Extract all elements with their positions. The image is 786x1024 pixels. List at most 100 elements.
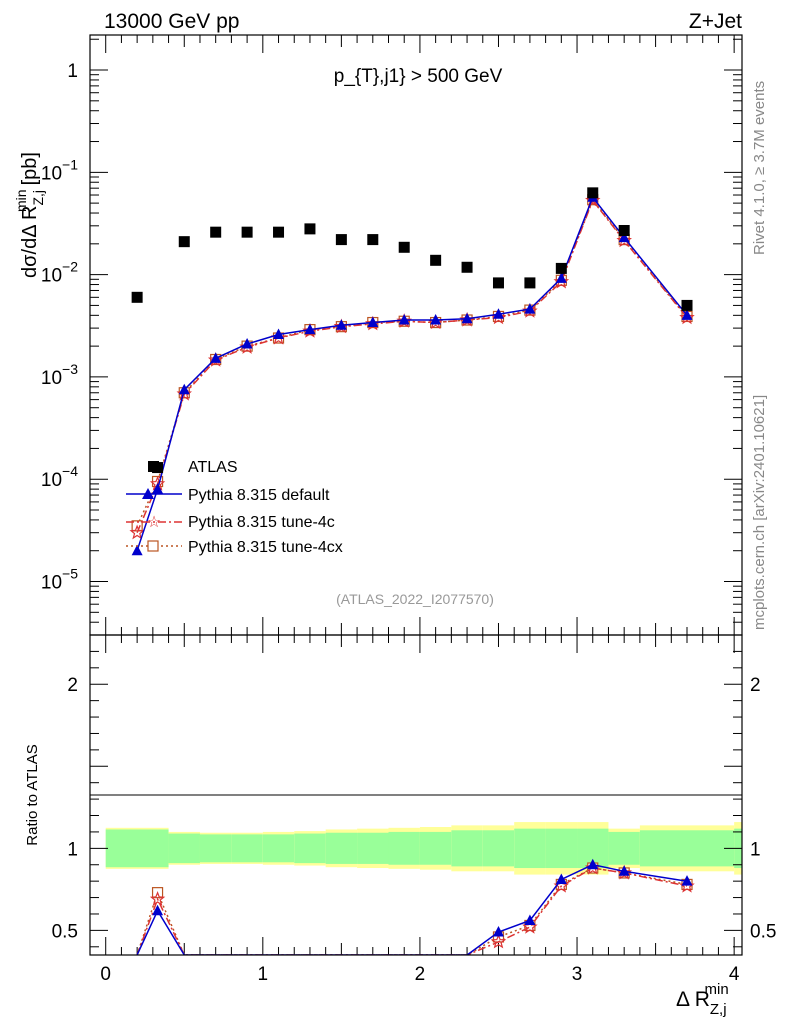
main-point-series-1-12 xyxy=(492,308,504,319)
y-tick-mantissa: 1 xyxy=(67,61,78,82)
ratio-series-line-2 xyxy=(136,867,688,955)
main-point-series-0-14 xyxy=(555,262,567,274)
ratio-point-series-2-17 xyxy=(679,877,695,893)
ratio-band-inner xyxy=(105,829,169,868)
main-point-series-1-17 xyxy=(681,309,693,320)
main-point-series-0-11 xyxy=(461,261,473,273)
legend-atlas-marker xyxy=(148,461,159,472)
main-point-series-0-6 xyxy=(304,223,316,235)
main-point-series-1-3 xyxy=(210,352,222,363)
main-point-series-1-10 xyxy=(430,314,442,325)
main-point-series-2-13 xyxy=(522,302,538,318)
y-tick-mantissa: 10 xyxy=(41,368,62,389)
y-tick-label: 10−3 xyxy=(41,361,78,389)
main-point-series-2-3 xyxy=(207,351,224,367)
ratio-point-series-1-17 xyxy=(681,875,693,886)
main-point-series-1-4 xyxy=(241,337,253,349)
x-tick-label: 3 xyxy=(572,964,583,985)
ratio-point-series-1-13 xyxy=(524,914,536,926)
main-point-series-0-13 xyxy=(524,277,536,289)
y-tick-exponent: −3 xyxy=(62,361,78,377)
y-axis-title-sub: Z,j xyxy=(30,190,46,206)
y-tick-mantissa: 10 xyxy=(41,266,62,287)
y-tick-exponent: −4 xyxy=(62,463,78,479)
ratio-series-group xyxy=(136,858,695,955)
main-y-tick-labels: 110−110−210−310−410−5 xyxy=(41,61,78,593)
ratio-point-series-1-1 xyxy=(152,904,164,916)
ratio-y-tick-label-right: 2 xyxy=(750,675,761,696)
main-point-series-0-0 xyxy=(131,291,143,303)
main-point-series-1-13 xyxy=(524,303,536,314)
main-point-series-2-16 xyxy=(616,232,632,248)
main-point-series-0-8 xyxy=(367,234,379,246)
ratio-point-series-1-15 xyxy=(587,858,599,870)
ratio-series-line-3 xyxy=(136,867,688,955)
main-point-series-1-11 xyxy=(461,312,473,324)
main-point-series-0-5 xyxy=(273,226,285,238)
main-point-series-0-15 xyxy=(587,187,599,199)
x-tick-label: 0 xyxy=(100,964,111,985)
ratio-point-series-2-12 xyxy=(490,933,507,949)
ratio-band-inner xyxy=(168,833,200,864)
ratio-plot-frame xyxy=(89,634,743,956)
ratio-y-axis-title: Ratio to ATLAS xyxy=(24,744,41,845)
x-axis-title-sub: Z,j xyxy=(710,1001,727,1018)
main-point-series-0-4 xyxy=(241,226,253,238)
y-axis-title: dσ/dΔ RZ,jmin [pb] xyxy=(13,152,46,278)
ratio-point-series-1-12 xyxy=(492,926,504,937)
ratio-y-tick-label-left: 0.5 xyxy=(52,921,78,942)
y-axis-title-unit: [pb] xyxy=(19,152,41,185)
ratio-band-inner xyxy=(514,828,546,869)
y-tick-label: 10−1 xyxy=(41,156,78,184)
legend-tune4c-marker: ☆ xyxy=(147,514,161,531)
main-point-series-1-2 xyxy=(178,383,190,395)
y-tick-exponent: −1 xyxy=(62,156,78,172)
main-axis-ticks xyxy=(90,35,742,636)
y-tick-mantissa: 10 xyxy=(41,163,62,184)
ratio-band-inner xyxy=(199,834,232,863)
main-point-series-1-14 xyxy=(555,272,567,283)
main-point-series-0-12 xyxy=(492,277,504,289)
ratio-band-inner xyxy=(388,831,420,865)
main-point-series-1-9 xyxy=(398,314,410,325)
ratio-series-line-1 xyxy=(136,863,688,955)
main-point-series-2-4 xyxy=(239,339,255,354)
ratio-band-inner xyxy=(231,834,263,863)
reference-analysis-label: (ATLAS_2022_I2077570) xyxy=(336,591,494,607)
ratio-band-inner xyxy=(608,831,640,865)
main-point-series-2-15 xyxy=(585,192,601,208)
main-point-series-0-9 xyxy=(398,241,410,253)
main-point-series-1-16 xyxy=(618,231,630,243)
y-tick-label: 10−5 xyxy=(41,566,78,594)
y-tick-exponent: −5 xyxy=(62,566,78,582)
header-process-label: Z+Jet xyxy=(689,10,742,33)
y-tick-label: 10−2 xyxy=(41,259,78,287)
ratio-point-series-2-1 xyxy=(149,891,166,906)
legend-tune4cx-marker xyxy=(147,540,159,552)
rivet-version-label: Rivet 4.1.0, ≥ 3.7M events xyxy=(751,81,768,255)
x-tick-label: 1 xyxy=(258,964,269,985)
ratio-axis-ticks xyxy=(90,635,742,955)
ratio-band-inner xyxy=(545,828,578,869)
main-point-series-0-7 xyxy=(335,234,347,246)
ratio-plot-panel: 2 2 1 1 0.5 0.5 Ratio to ATLAS 0 1 2 3 4 Δ RZ,j mi… xyxy=(24,634,776,1018)
y-axis-title-sup: min xyxy=(13,189,29,212)
ratio-uncertainty-bands xyxy=(105,822,742,875)
svg-text:dσ/dΔ RZ,jmin[pb]: dσ/dΔ RZ,jmin [pb] xyxy=(13,152,46,278)
mcplots-source-label: mcplots.cern.ch [arXiv:2401.10621] xyxy=(751,395,768,630)
ratio-band-inner xyxy=(262,834,295,863)
y-tick-exponent: −2 xyxy=(62,259,78,275)
main-point-series-0-3 xyxy=(210,226,222,238)
legend: ATLAS Pythia 8.315 default ☆ Pythia 8.31… xyxy=(126,459,343,556)
x-axis-title-sup: min xyxy=(705,981,729,998)
ratio-band-inner xyxy=(451,830,483,867)
main-point-series-1-6 xyxy=(304,323,316,335)
main-point-series-1-8 xyxy=(367,316,379,328)
legend-atlas-label: ATLAS xyxy=(188,459,238,476)
y-axis-title-main: dσ/dΔ R xyxy=(19,206,41,278)
y-tick-label: 1 xyxy=(67,61,78,82)
main-point-series-1-1 xyxy=(152,483,164,494)
cut-label: p_{T},j1} > 500 GeV xyxy=(334,66,503,87)
ratio-y-tick-label-left: 2 xyxy=(67,675,78,696)
ratio-band-inner xyxy=(294,833,326,864)
